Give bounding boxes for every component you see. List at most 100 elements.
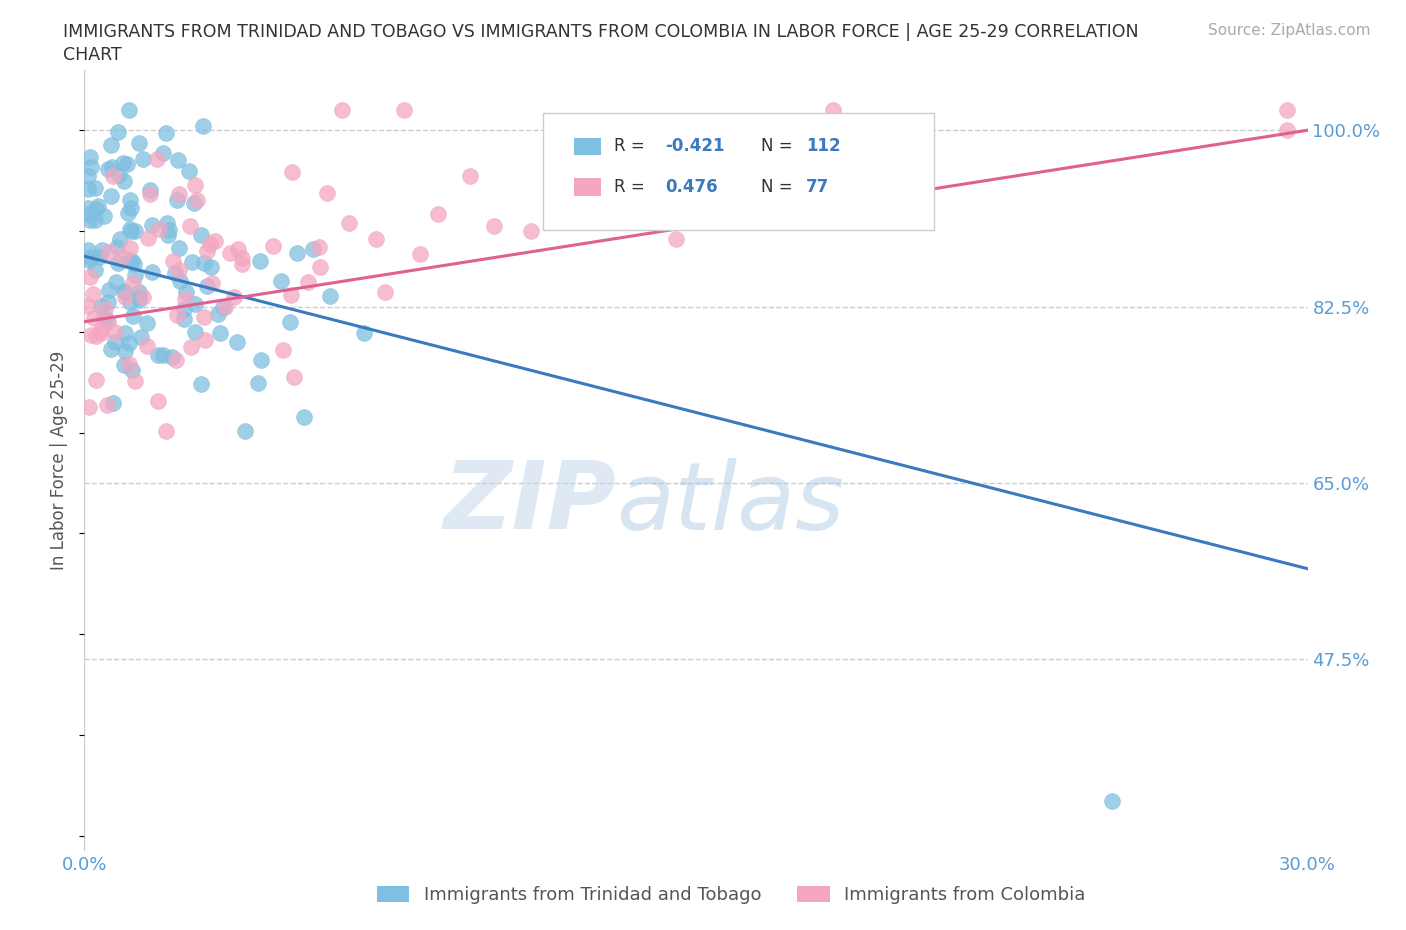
Bar [574, 179, 600, 195]
Point [79, 212, 101, 227]
Point [174, 292, 197, 307]
Text: R =: R = [614, 138, 650, 155]
Point [166, 308, 188, 323]
Point [128, 293, 150, 308]
Point [77, 168, 100, 183]
Point [330, 102, 353, 117]
Point [249, 352, 271, 367]
Point [128, 136, 150, 151]
Point [301, 241, 323, 256]
Point [308, 259, 330, 274]
Point [129, 329, 152, 344]
Point [84, 201, 107, 216]
Point [166, 153, 188, 167]
Point [80, 327, 103, 342]
Point [117, 253, 139, 268]
Point [183, 196, 205, 211]
Point [190, 227, 212, 242]
Point [339, 216, 361, 231]
Point [83, 262, 105, 277]
Text: atlas: atlas [616, 458, 845, 549]
Point [167, 241, 190, 256]
Point [105, 239, 128, 254]
Point [103, 168, 125, 183]
Point [152, 347, 174, 362]
Point [104, 335, 127, 350]
Point [122, 309, 145, 324]
Point [179, 164, 201, 179]
Point [128, 289, 150, 304]
Point [193, 256, 215, 271]
Point [97, 295, 120, 310]
Point [118, 357, 141, 372]
Point [204, 233, 226, 248]
Point [201, 275, 224, 290]
Point [128, 285, 150, 299]
FancyBboxPatch shape [543, 113, 935, 230]
Point [100, 341, 122, 356]
Point [353, 326, 375, 340]
Point [823, 102, 845, 117]
Text: Source: ZipAtlas.com: Source: ZipAtlas.com [1208, 23, 1371, 38]
Point [226, 335, 249, 350]
Point [111, 250, 134, 265]
Point [84, 180, 107, 195]
Point [90, 321, 112, 336]
Point [141, 265, 163, 280]
Point [214, 299, 236, 314]
Point [156, 228, 179, 243]
Point [173, 301, 195, 316]
Point [121, 363, 143, 378]
Point [193, 310, 215, 325]
Point [93, 310, 115, 325]
Point [319, 288, 342, 303]
Point [156, 216, 179, 231]
Text: IMMIGRANTS FROM TRINIDAD AND TOBAGO VS IMMIGRANTS FROM COLOMBIA IN LABOR FORCE |: IMMIGRANTS FROM TRINIDAD AND TOBAGO VS I… [63, 23, 1139, 41]
Point [198, 236, 221, 251]
Point [80, 160, 103, 175]
Point [270, 273, 292, 288]
Point [101, 159, 124, 174]
Point [208, 326, 231, 340]
Point [224, 290, 246, 305]
Point [247, 376, 270, 391]
Point [114, 289, 136, 304]
Text: -0.421: -0.421 [665, 138, 725, 155]
Point [184, 178, 207, 193]
Point [207, 307, 229, 322]
Point [96, 398, 118, 413]
Point [249, 254, 271, 269]
Point [112, 174, 135, 189]
Text: 0.476: 0.476 [665, 178, 718, 196]
Point [308, 240, 330, 255]
Point [135, 315, 157, 330]
Point [285, 246, 308, 260]
Point [117, 335, 139, 350]
Point [155, 126, 177, 140]
Text: R =: R = [614, 178, 650, 196]
Point [364, 232, 387, 246]
Point [427, 206, 450, 221]
Point [231, 250, 253, 265]
Point [79, 270, 101, 285]
Point [107, 167, 129, 182]
Point [118, 193, 141, 207]
Point [100, 138, 122, 153]
Point [186, 193, 208, 207]
Point [1101, 793, 1123, 808]
Point [114, 343, 136, 358]
Point [112, 283, 135, 298]
Point [180, 254, 202, 269]
Point [100, 189, 122, 204]
Point [86, 199, 108, 214]
Point [195, 278, 218, 293]
Point [83, 212, 105, 227]
Point [77, 206, 100, 221]
Point [211, 299, 233, 314]
Text: N =: N = [761, 178, 797, 196]
Point [271, 342, 294, 357]
Point [184, 325, 207, 339]
Point [135, 339, 157, 353]
Point [191, 118, 214, 133]
Point [231, 256, 253, 271]
